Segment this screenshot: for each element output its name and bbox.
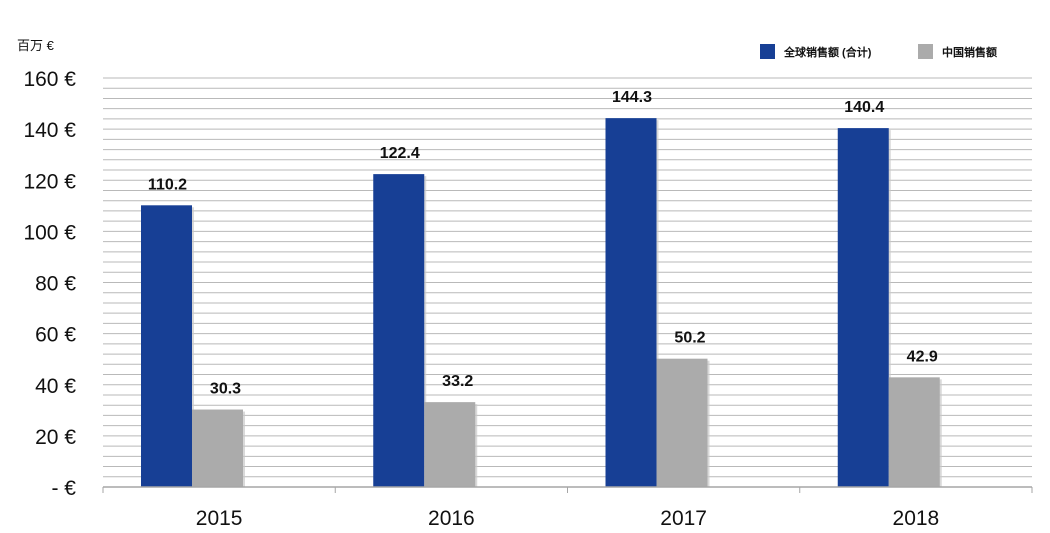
x-tick-label: 2017 bbox=[660, 507, 707, 530]
data-label: 122.4 bbox=[380, 145, 420, 162]
y-tick-label: 40 € bbox=[35, 375, 76, 398]
bar bbox=[605, 118, 657, 488]
x-axis: 2015 2016 2017 2018 bbox=[102, 486, 1033, 530]
y-tick-label: 60 € bbox=[35, 324, 76, 347]
data-label: 30.3 bbox=[210, 381, 241, 398]
bar bbox=[192, 409, 243, 487]
legend-swatch bbox=[918, 44, 933, 59]
y-tick-label: 160 € bbox=[23, 68, 76, 91]
bar bbox=[373, 174, 425, 488]
data-label: 144.3 bbox=[612, 89, 652, 106]
legend-label: 全球销售额 (合计) bbox=[783, 45, 872, 59]
bar bbox=[837, 128, 889, 488]
bar bbox=[888, 377, 940, 487]
y-tick-label: - € bbox=[51, 477, 76, 500]
legend-swatch bbox=[760, 44, 775, 59]
x-tick-label: 2016 bbox=[428, 507, 475, 530]
y-tick-label: 80 € bbox=[35, 273, 76, 296]
y-axis-ticks: - € 20 € 40 € 60 € 80 € 100 € 120 € 140 € 160 € bbox=[23, 68, 76, 500]
x-tick-label: 2018 bbox=[893, 507, 940, 530]
y-tick-label: 120 € bbox=[23, 170, 76, 193]
legend-label: 中国销售额 bbox=[942, 45, 997, 59]
legend: 全球销售额 (合计) 中国销售额 bbox=[760, 44, 997, 59]
y-tick-label: 100 € bbox=[23, 221, 76, 244]
y-tick-label: 140 € bbox=[23, 119, 76, 142]
x-tick-label: 2015 bbox=[196, 507, 243, 530]
bars bbox=[141, 118, 942, 488]
data-label: 33.2 bbox=[442, 373, 473, 390]
y-tick-label: 20 € bbox=[35, 426, 76, 449]
data-labels: 110.2 30.3 122.4 33.2 144.3 50.2 140.4 42.9 bbox=[148, 89, 938, 397]
unit-label: 百万 € bbox=[17, 38, 55, 53]
bar bbox=[141, 205, 192, 487]
data-label: 110.2 bbox=[148, 176, 187, 193]
data-label: 140.4 bbox=[844, 99, 884, 116]
data-label: 50.2 bbox=[674, 330, 705, 347]
bar bbox=[424, 402, 476, 487]
data-label: 42.9 bbox=[907, 348, 938, 365]
bar bbox=[656, 358, 708, 487]
